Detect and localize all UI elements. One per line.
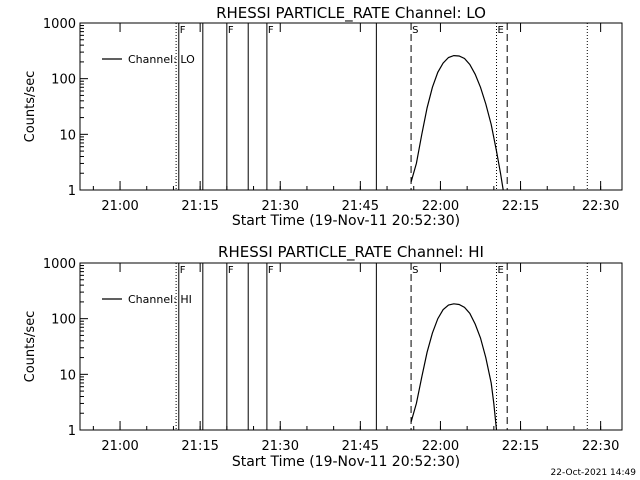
chart-panel-2: RHESSI PARTICLE_RATE Channel: HI 1 10 100 10… (23, 243, 623, 470)
event-marker-label: F (268, 25, 274, 36)
x-tick-label: 22:15 (502, 199, 539, 214)
x-tick-label: 21:00 (101, 439, 138, 454)
x-tick-label: 22:30 (582, 199, 619, 214)
series-line (410, 303, 498, 431)
event-marker-label: E (498, 25, 504, 36)
x-axis-label: Start Time (19-Nov-11 20:52:30) (232, 454, 460, 470)
legend-label: Channel: HI (128, 293, 192, 306)
event-marker-label: F (228, 265, 234, 276)
y-tick-label: 100 (51, 313, 76, 328)
event-marker-label: F (228, 25, 234, 36)
x-tick-label: 21:45 (342, 199, 379, 214)
x-tick-label: 22:15 (502, 439, 539, 454)
event-marker-label: F (268, 265, 274, 276)
x-tick-label: 22:00 (422, 439, 459, 454)
legend-label: Channel: LO (128, 53, 195, 66)
event-marker-label: S (412, 265, 418, 276)
chart-panel-1: RHESSI PARTICLE_RATE Channel: LO 1 10 100 10… (23, 4, 623, 229)
y-tick-label: 1 (68, 424, 76, 439)
x-tick-label: 21:15 (181, 439, 218, 454)
y-tick-label: 1000 (43, 17, 76, 32)
y-axis-label: Counts/sec (23, 71, 38, 143)
x-axis-label: Start Time (19-Nov-11 20:52:30) (232, 213, 460, 229)
chart-title: RHESSI PARTICLE_RATE Channel: LO (216, 4, 486, 23)
event-marker-label: E (498, 265, 504, 276)
y-tick-label: 1000 (43, 257, 76, 272)
x-tick-label: 21:15 (181, 199, 218, 214)
chart-title: RHESSI PARTICLE_RATE Channel: HI (218, 243, 484, 262)
x-tick-label: 21:30 (262, 439, 299, 454)
event-marker-label: F (180, 265, 186, 276)
y-tick-label: 1 (68, 184, 76, 199)
x-tick-label: 21:45 (342, 439, 379, 454)
y-tick-label: 10 (59, 368, 76, 383)
x-tick-label: 21:00 (101, 199, 138, 214)
event-marker-label: F (180, 25, 186, 36)
y-tick-label: 10 (59, 128, 76, 143)
x-tick-label: 22:00 (422, 199, 459, 214)
x-tick-label: 21:30 (262, 199, 299, 214)
y-tick-label: 100 (51, 73, 76, 88)
plot-frame (79, 262, 623, 431)
footer-timestamp: 22-Oct-2021 14:49 (551, 468, 637, 478)
plot-frame (79, 22, 623, 191)
y-axis-label: Counts/sec (23, 311, 38, 383)
x-tick-label: 22:30 (582, 439, 619, 454)
series-line (410, 54, 504, 191)
event-marker-label: S (412, 25, 418, 36)
